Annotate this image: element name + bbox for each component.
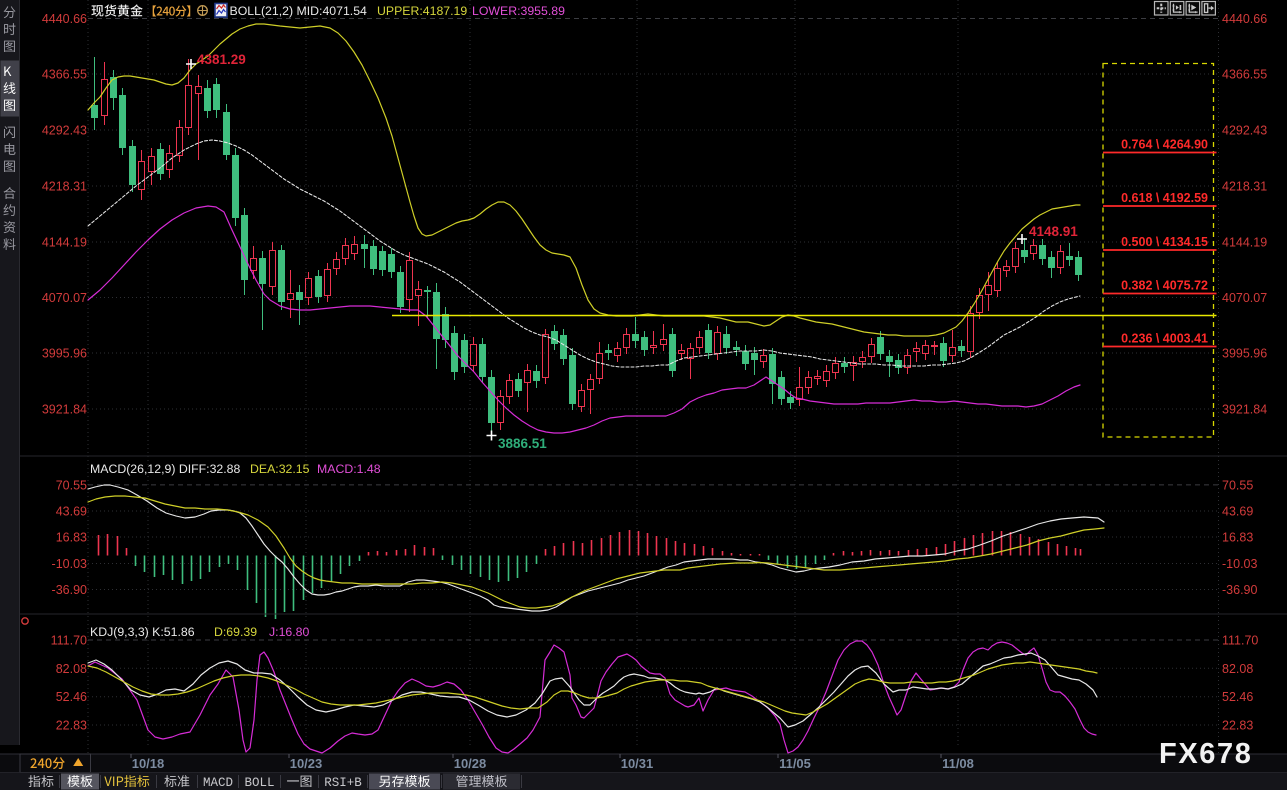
svg-text:4144.19: 4144.19 [42,236,87,250]
svg-text:FX678: FX678 [1159,738,1252,770]
svg-text:10/28: 10/28 [454,756,487,771]
svg-text:-36.90: -36.90 [1222,583,1257,597]
svg-text:3921.84: 3921.84 [1222,403,1267,417]
svg-text:0.618 \ 4192.59: 0.618 \ 4192.59 [1121,191,1208,205]
svg-text:0.382 \ 4075.72: 0.382 \ 4075.72 [1121,279,1208,293]
svg-text:UPPER:4187.19: UPPER:4187.19 [377,4,467,18]
svg-text:4440.66: 4440.66 [1222,12,1267,26]
svg-text:4218.31: 4218.31 [42,180,87,194]
svg-text:0.236 \ 4003.41: 0.236 \ 4003.41 [1121,332,1208,346]
svg-text:82.08: 82.08 [1222,662,1253,676]
svg-text:11/08: 11/08 [942,756,974,771]
svg-text:BOLL(21,2) MID:4071.54: BOLL(21,2) MID:4071.54 [230,4,368,18]
svg-text:4144.19: 4144.19 [1222,236,1267,250]
svg-text:4366.55: 4366.55 [42,68,87,82]
svg-text:52.46: 52.46 [56,690,87,704]
svg-text:70.55: 70.55 [1222,478,1253,492]
svg-text:-10.03: -10.03 [1222,557,1257,571]
svg-text:MACD:1.48: MACD:1.48 [317,462,381,476]
svg-text:4070.07: 4070.07 [1222,291,1267,305]
svg-text:52.46: 52.46 [1222,690,1253,704]
svg-text:MACD(26,12,9) DIFF:32.88: MACD(26,12,9) DIFF:32.88 [90,462,241,476]
svg-text:3995.96: 3995.96 [42,347,87,361]
svg-text:4218.31: 4218.31 [1222,180,1267,194]
svg-text:MACD: MACD [203,776,233,790]
svg-text:22.83: 22.83 [56,719,87,733]
svg-text:J:16.80: J:16.80 [269,625,309,639]
svg-text:-10.03: -10.03 [52,557,87,571]
svg-text:3886.51: 3886.51 [498,436,547,451]
svg-text:0.764 \ 4264.90: 0.764 \ 4264.90 [1121,138,1208,152]
svg-text:82.08: 82.08 [56,662,87,676]
svg-text:43.69: 43.69 [1222,505,1253,519]
svg-text:DEA:32.15: DEA:32.15 [250,462,310,476]
svg-text:4292.43: 4292.43 [1222,124,1267,138]
svg-text:4440.66: 4440.66 [42,12,87,26]
svg-text:4070.07: 4070.07 [42,291,87,305]
svg-text:11/05: 11/05 [779,756,811,771]
svg-text:70.55: 70.55 [56,478,87,492]
svg-text:10/31: 10/31 [621,756,654,771]
svg-text:RSI+B: RSI+B [324,776,362,790]
svg-text:0.500 \ 4134.15: 0.500 \ 4134.15 [1121,235,1208,249]
svg-text:BOLL: BOLL [244,776,274,790]
svg-text:D:69.39: D:69.39 [214,625,257,639]
svg-text:16.83: 16.83 [56,531,87,545]
svg-text:10/18: 10/18 [132,756,165,771]
svg-text:16.83: 16.83 [1222,531,1253,545]
svg-text:3921.84: 3921.84 [42,403,87,417]
svg-text:43.69: 43.69 [56,505,87,519]
svg-text:-36.90: -36.90 [52,583,87,597]
svg-text:4381.29: 4381.29 [197,52,246,67]
svg-text:22.83: 22.83 [1222,719,1253,733]
svg-text:111.70: 111.70 [51,634,87,648]
svg-text:111.70: 111.70 [1222,634,1258,648]
svg-text:4292.43: 4292.43 [42,124,87,138]
svg-text:10/23: 10/23 [290,756,323,771]
svg-text:4366.55: 4366.55 [1222,68,1267,82]
svg-text:LOWER:3955.89: LOWER:3955.89 [472,4,565,18]
svg-text:3995.96: 3995.96 [1222,347,1267,361]
svg-text:KDJ(9,3,3) K:51.86: KDJ(9,3,3) K:51.86 [90,625,195,639]
svg-text:4148.91: 4148.91 [1029,224,1078,239]
